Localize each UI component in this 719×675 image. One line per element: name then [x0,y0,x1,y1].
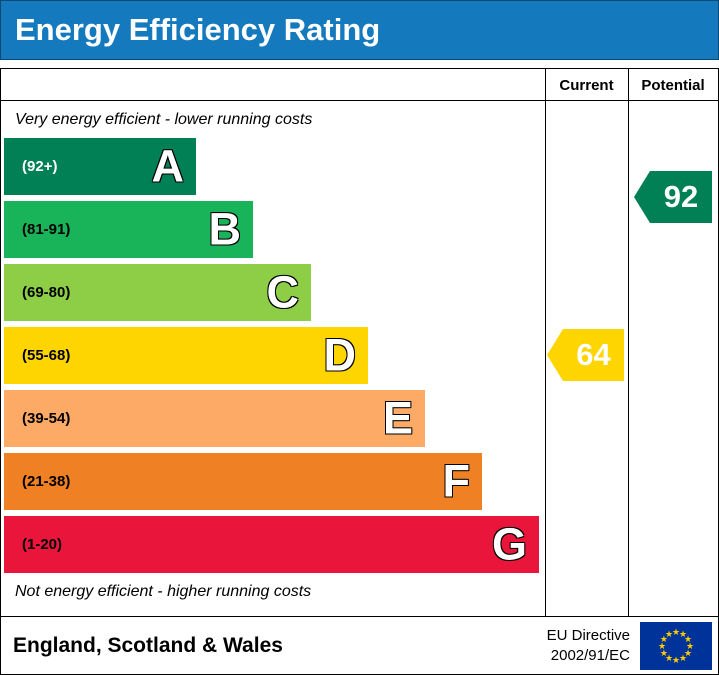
potential-value: 92 [663,179,699,214]
svg-text:★: ★ [684,649,692,659]
band-range-label: (39-54) [22,410,71,427]
column-divider-potential [628,69,629,616]
band-letter: F [442,455,471,507]
note-not-efficient: Not energy efficient - higher running co… [15,583,312,600]
band-bar-a: (92+) A [4,138,196,195]
chart-frame: Current Potential Very energy efficient … [0,68,719,675]
band-letter: C [266,266,300,318]
band-range-label: (55-68) [22,347,71,364]
chart-area: Current Potential Very energy efficient … [1,69,718,617]
svg-text:★: ★ [684,635,692,645]
current-column-header: Current [559,76,614,94]
current-value: 64 [576,337,611,372]
column-divider-current [545,69,546,616]
footer-bar: England, Scotland & Wales EU Directive 2… [1,617,718,674]
svg-text:★: ★ [679,654,687,664]
svg-text:★: ★ [660,635,668,645]
svg-text:★: ★ [672,628,680,638]
eu-directive-label: EU Directive 2002/91/EC [547,626,630,666]
svg-text:★: ★ [672,656,680,666]
band-range-label: (81-91) [22,221,71,238]
band-letter: B [208,203,242,255]
table-header-row: Current Potential [1,69,718,101]
band-range-label: (21-38) [22,473,71,490]
potential-column-header: Potential [641,76,705,94]
band-bar-f: (21-38) F [4,453,482,510]
eu-directive-line2: 2002/91/EC [550,646,630,664]
band-bar-d: (55-68) D [4,327,368,384]
note-very-efficient: Very energy efficient - lower running co… [15,111,313,128]
eu-directive-line1: EU Directive [546,626,630,644]
band-range-label: (1-20) [22,536,63,553]
band-bar-c: (69-80) C [4,264,311,321]
band-letter: E [382,392,413,444]
title-bar: Energy Efficiency Rating [0,0,719,60]
band-bar-e: (39-54) E [4,390,425,447]
eu-flag-icon: ★ ★ ★ ★ ★ ★ ★ ★ ★ ★ ★ ★ [640,621,712,670]
band-letter: A [151,140,185,192]
page-title: Energy Efficiency Rating [15,12,381,47]
svg-text:★: ★ [660,649,668,659]
band-range-label: (69-80) [22,284,71,301]
svg-text:★: ★ [679,629,687,639]
region-label: England, Scotland & Wales [13,633,283,657]
potential-indicator: 92 [634,171,712,223]
band-letter: G [491,518,527,570]
svg-text:★: ★ [686,642,694,652]
band-bar-b: (81-91) B [4,201,253,258]
svg-text:★: ★ [658,642,666,652]
svg-text:★: ★ [665,629,673,639]
band-letter: D [323,329,357,381]
svg-text:★: ★ [665,654,673,664]
current-indicator: 64 [547,329,624,381]
band-bar-g: (1-20) G [4,516,539,573]
band-range-label: (92+) [22,158,58,175]
